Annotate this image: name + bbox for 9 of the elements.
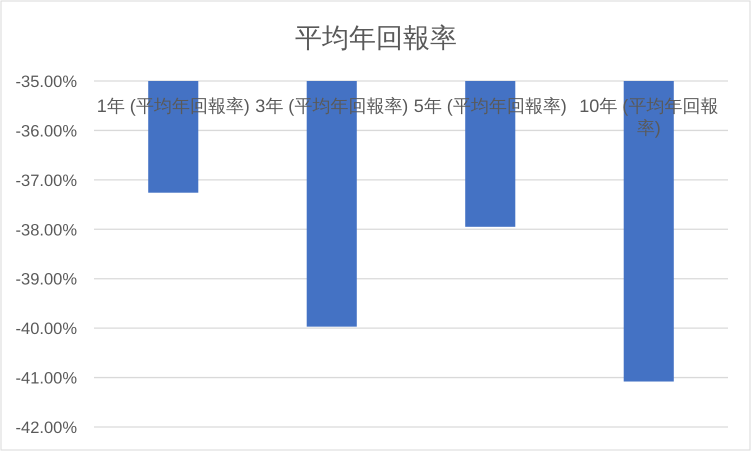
y-tick-label: -39.00% — [16, 270, 78, 289]
y-tick-label: -42.00% — [16, 419, 78, 437]
y-tick-label: -37.00% — [16, 172, 78, 190]
y-tick-label: -40.00% — [16, 320, 78, 338]
y-tick-label: -38.00% — [16, 221, 78, 240]
y-tick-label: -41.00% — [16, 370, 78, 388]
title: 平均年回報率 — [295, 23, 457, 53]
y-tick-label: -36.00% — [16, 122, 78, 140]
y-tick-label: -35.00% — [16, 73, 78, 91]
